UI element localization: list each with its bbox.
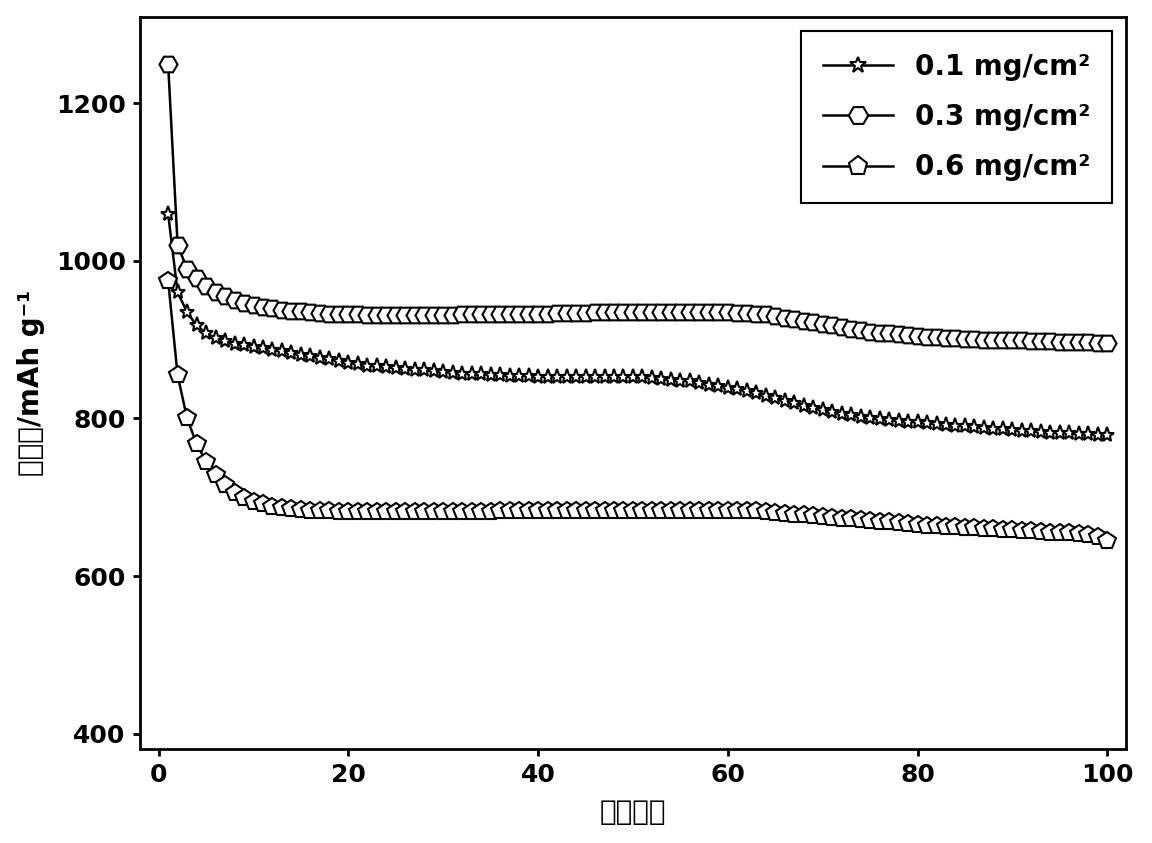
0.3 mg/cm²	[1053, 337, 1067, 347]
0.1 mg/cm²	[721, 383, 735, 393]
Y-axis label: 比容量/mAh g⁻¹: 比容量/mAh g⁻¹	[16, 290, 45, 476]
0.3 mg/cm²	[721, 307, 735, 317]
0.1 mg/cm²	[341, 357, 355, 368]
Legend: 0.1 mg/cm², 0.3 mg/cm², 0.6 mg/cm²: 0.1 mg/cm², 0.3 mg/cm², 0.6 mg/cm²	[801, 30, 1113, 203]
0.3 mg/cm²	[645, 307, 659, 317]
0.3 mg/cm²	[379, 310, 393, 320]
Line: 0.6 mg/cm²: 0.6 mg/cm²	[159, 271, 1116, 550]
0.1 mg/cm²	[1091, 430, 1105, 440]
0.6 mg/cm²	[379, 507, 393, 518]
0.3 mg/cm²	[1024, 336, 1038, 346]
X-axis label: 循环次数: 循环次数	[600, 798, 666, 826]
0.1 mg/cm²	[161, 208, 175, 218]
0.1 mg/cm²	[1053, 427, 1067, 438]
Line: 0.3 mg/cm²: 0.3 mg/cm²	[159, 55, 1116, 352]
0.6 mg/cm²	[645, 506, 659, 516]
0.6 mg/cm²	[1100, 536, 1114, 546]
0.3 mg/cm²	[1091, 338, 1105, 348]
0.6 mg/cm²	[161, 276, 175, 286]
0.3 mg/cm²	[161, 59, 175, 69]
Line: 0.1 mg/cm²: 0.1 mg/cm²	[160, 206, 1115, 443]
0.3 mg/cm²	[341, 309, 355, 319]
0.3 mg/cm²	[1100, 338, 1114, 348]
0.1 mg/cm²	[645, 373, 659, 384]
0.1 mg/cm²	[379, 362, 393, 373]
0.6 mg/cm²	[721, 506, 735, 516]
0.1 mg/cm²	[1100, 430, 1114, 440]
0.6 mg/cm²	[1024, 526, 1038, 536]
0.1 mg/cm²	[1024, 426, 1038, 436]
0.6 mg/cm²	[341, 507, 355, 518]
0.6 mg/cm²	[1053, 528, 1067, 538]
